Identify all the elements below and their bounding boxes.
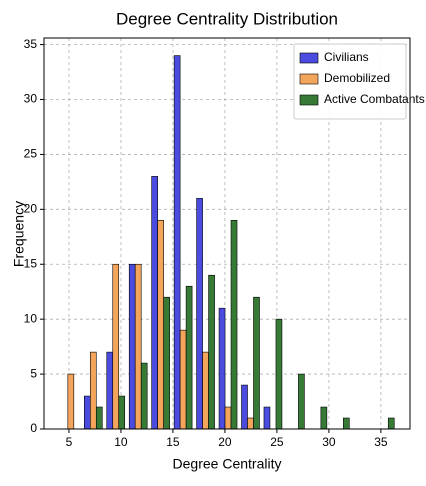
bar bbox=[140, 362, 148, 430]
y-tick-label: 20 bbox=[24, 202, 38, 216]
y-tick-label: 35 bbox=[24, 37, 38, 51]
y-tick-label: 5 bbox=[30, 366, 37, 380]
bar bbox=[151, 176, 158, 430]
x-tick-label: 20 bbox=[218, 435, 232, 449]
bar bbox=[208, 274, 215, 430]
bar bbox=[224, 406, 232, 430]
plot-frame bbox=[43, 37, 411, 430]
bar bbox=[230, 220, 238, 430]
bar bbox=[196, 198, 203, 430]
x-tick-label: 10 bbox=[114, 435, 128, 449]
bar bbox=[173, 55, 181, 430]
bar bbox=[202, 351, 209, 430]
bar bbox=[84, 395, 91, 430]
bar bbox=[95, 406, 103, 430]
y-tick-label: 15 bbox=[24, 256, 38, 270]
bar bbox=[387, 417, 395, 430]
bar bbox=[218, 307, 226, 430]
y-axis-label: Frequency bbox=[11, 201, 27, 267]
legend-label: Civilians bbox=[324, 50, 369, 64]
y-tick-label: 25 bbox=[24, 147, 38, 161]
bar bbox=[163, 296, 170, 430]
bar bbox=[106, 351, 114, 430]
bar bbox=[275, 318, 283, 430]
bar bbox=[128, 263, 136, 430]
x-tick-label: 5 bbox=[66, 435, 73, 449]
legend-swatch bbox=[299, 73, 319, 85]
bar bbox=[247, 417, 254, 430]
bar bbox=[320, 406, 328, 430]
bar bbox=[263, 406, 271, 430]
legend: Civilians Demobilized Active Combatants bbox=[293, 43, 425, 120]
bar bbox=[112, 263, 120, 430]
x-axis-label: Degree Centrality bbox=[173, 456, 282, 472]
legend-label: Active Combatants bbox=[324, 92, 425, 106]
x-tick-label: 15 bbox=[166, 435, 180, 449]
legend-swatch bbox=[299, 94, 319, 106]
legend-swatch bbox=[299, 52, 319, 64]
legend-label: Demobilized bbox=[324, 71, 390, 85]
bar bbox=[185, 285, 193, 430]
bar bbox=[157, 220, 164, 430]
y-tick-label: 10 bbox=[24, 311, 38, 325]
x-tick-label: 30 bbox=[322, 435, 336, 449]
bar bbox=[241, 384, 248, 430]
x-tick-label: 35 bbox=[374, 435, 388, 449]
y-tick-label: 30 bbox=[24, 92, 38, 106]
bar bbox=[89, 351, 97, 430]
legend-box bbox=[293, 43, 407, 120]
bar bbox=[298, 373, 305, 430]
bar bbox=[179, 329, 187, 430]
x-tick-label: 25 bbox=[270, 435, 284, 449]
bar bbox=[253, 296, 260, 430]
bar bbox=[134, 263, 142, 430]
bar bbox=[67, 373, 75, 430]
bar bbox=[118, 395, 126, 430]
chart-title: Degree Centrality Distribution bbox=[116, 9, 338, 28]
bar bbox=[343, 417, 350, 430]
y-tick-label: 0 bbox=[30, 421, 37, 435]
